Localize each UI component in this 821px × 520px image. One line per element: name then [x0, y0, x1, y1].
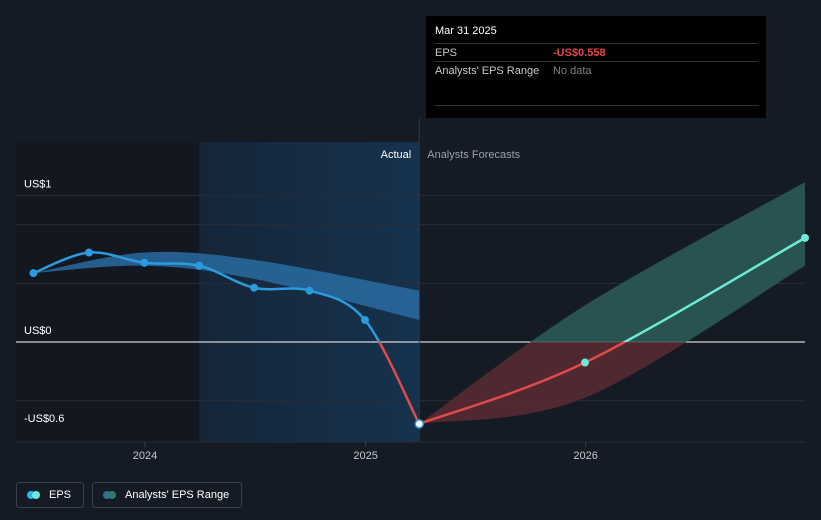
legend: EPS Analysts' EPS Range [16, 482, 243, 508]
legend-range-toggle[interactable]: Analysts' EPS Range [92, 482, 243, 508]
forecast-eps-range-band-negative [419, 342, 687, 424]
eps-actual-point-6 [360, 316, 369, 324]
legend-eps-label: EPS [49, 489, 72, 501]
eps-actual-point-1 [84, 248, 93, 257]
range-legend-icon [103, 491, 117, 499]
x-tick-label-1: 2025 [353, 450, 377, 462]
x-tick-label-2: 2026 [573, 450, 597, 462]
tooltip-range-value: No data [553, 64, 592, 77]
tooltip-row-range: Analysts' EPS Range No data [435, 61, 758, 79]
forecast-eps-range-band [530, 182, 805, 342]
legend-range-label: Analysts' EPS Range [125, 489, 230, 501]
tooltip-row-eps: EPS -US$0.558 [435, 43, 758, 61]
range-legend-dot-b [108, 491, 117, 499]
forecast-region-label: Analysts Forecasts [427, 149, 520, 161]
eps-legend-dot-b [32, 491, 40, 499]
eps-forecast-point-1 [801, 233, 809, 242]
eps-actual-point-0 [29, 269, 38, 278]
y-axis-label-0: US$1 [24, 178, 52, 190]
y-axis-label-2: -US$0.6 [24, 413, 64, 425]
tooltip-eps-label: EPS [435, 46, 458, 59]
range-legend-dot-a [103, 491, 112, 499]
eps-actual-point-7 [414, 419, 424, 429]
eps-actual-point-2 [140, 258, 149, 267]
actual-region-label: Actual [381, 149, 412, 161]
eps-legend-dot-a [27, 491, 35, 499]
x-tick-label-0: 2024 [133, 450, 157, 462]
eps-actual-point-3 [195, 261, 204, 270]
eps-forecast-point-0 [580, 358, 589, 367]
eps-actual-point-4 [250, 283, 259, 292]
legend-eps-toggle[interactable]: EPS [16, 482, 85, 508]
tooltip-eps-value: -US$0.558 [553, 46, 606, 59]
eps-forecast-line [622, 236, 806, 342]
tooltip-date: Mar 31 2025 [435, 25, 497, 37]
tooltip: Mar 31 2025 EPS -US$0.558 Analysts' EPS … [426, 16, 766, 118]
y-axis-label-1: US$0 [24, 325, 52, 337]
past-eps-range-band [33, 251, 420, 320]
pre-period-shade [16, 142, 200, 442]
eps-actual-point-5 [305, 286, 314, 295]
tooltip-divider [435, 105, 759, 106]
eps-legend-icon [27, 491, 41, 499]
tooltip-range-label: Analysts' EPS Range [435, 64, 540, 77]
